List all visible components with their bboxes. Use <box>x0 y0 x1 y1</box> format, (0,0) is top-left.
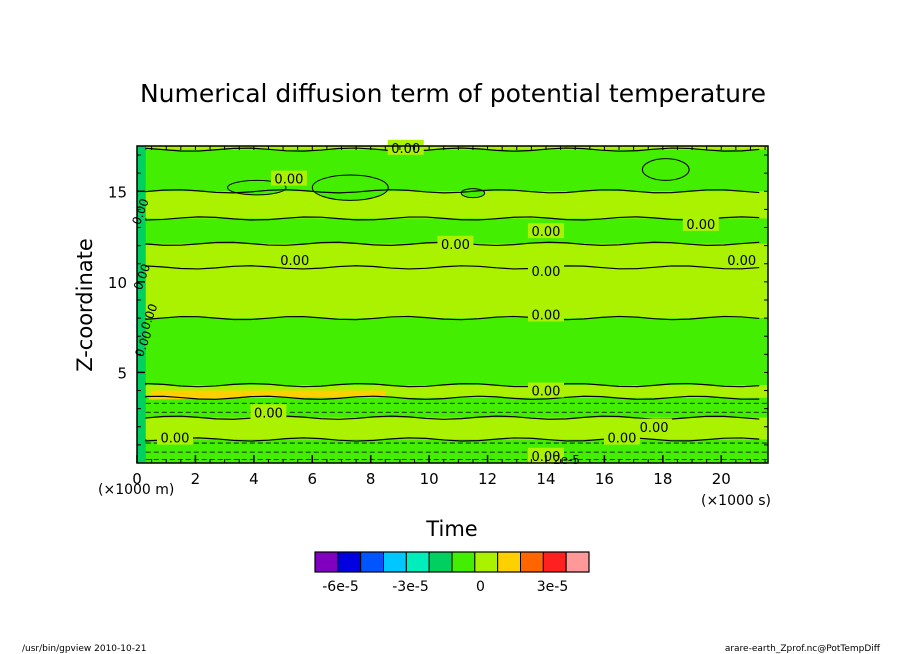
colorbar-swatch <box>542 551 567 573</box>
colorbar-swatch <box>383 551 407 573</box>
contour-label-bg <box>527 382 564 398</box>
contour-label: 0.00 <box>640 421 669 436</box>
chart-title: Numerical diffusion term of potential te… <box>140 79 766 108</box>
colorbar-swatch <box>314 551 339 573</box>
colorbar: -6e-5 -3e-5 0 3e-5 <box>314 551 590 595</box>
heatmap-band <box>137 267 768 319</box>
heatmap-blob <box>641 158 690 181</box>
footer-right-text: arare-earth_Zprof.nc@PotTempDiff <box>725 644 881 654</box>
x-tick-label: 0 <box>132 470 142 488</box>
contour-label-bg <box>527 223 564 239</box>
x-axis-label: Time <box>425 517 477 541</box>
heatmap-region-positive <box>148 390 386 400</box>
contour-label: 0.00 <box>254 406 283 421</box>
contour-label-bg <box>156 429 193 445</box>
contour-label: 0.00 <box>532 265 561 280</box>
colorbar-swatch <box>565 551 590 573</box>
contour-label-bg <box>723 252 760 268</box>
heatmap-blob <box>311 174 389 201</box>
y-tick-label: 5 <box>117 364 127 382</box>
contour-label-bg <box>250 404 287 420</box>
contour-label: 0.00 <box>391 142 420 157</box>
colorbar-swatch <box>360 551 384 573</box>
x-tick-label: 12 <box>478 470 497 488</box>
heatmap-blob <box>460 188 486 199</box>
contour-label-bg <box>603 429 640 445</box>
contour-label-bg <box>387 139 424 155</box>
contour-label: 0.00 <box>532 225 561 240</box>
heatmap-band <box>137 439 768 463</box>
colorbar-swatch <box>428 551 453 573</box>
contour-label: 0.00 <box>280 254 309 269</box>
colorbar-swatch <box>405 551 430 573</box>
contour-line <box>145 315 760 321</box>
x-tick-label: 14 <box>536 470 555 488</box>
x-unit-label: (×1000 s) <box>701 493 771 509</box>
heatmap-band <box>137 318 768 386</box>
y-axis-label: Z-coordinate <box>73 238 97 372</box>
contour-label-bg <box>437 235 474 251</box>
heatmap-band <box>137 191 768 219</box>
x-axis-ticks: 0 2 4 6 8 10 12 14 16 18 20 <box>132 455 731 488</box>
x-tick-label: 8 <box>366 470 376 488</box>
contour-label-bg <box>636 418 673 434</box>
contour-label: 0.00 <box>532 385 561 400</box>
contour-label: 0.00 <box>727 254 756 269</box>
y-axis-ticks: 5 10 15 <box>108 183 145 382</box>
contour-line <box>145 189 760 194</box>
contour-label: 0.00 <box>441 238 470 253</box>
x-tick-label: 2 <box>191 470 201 488</box>
contour-line <box>145 265 760 270</box>
contour-label: 0.00 <box>161 432 190 447</box>
colorbar-swatch <box>337 551 362 573</box>
x-tick-label: 6 <box>308 470 318 488</box>
colorbar-tick-label: -3e-5 <box>392 579 429 595</box>
contour-label: 0.00 <box>607 432 636 447</box>
x-tick-label: 4 <box>249 470 259 488</box>
colorbar-swatch <box>451 551 476 573</box>
colorbar-frame <box>314 551 590 573</box>
contour-line <box>145 437 760 442</box>
contour-label-bg <box>270 170 307 186</box>
heatmap-band <box>137 417 768 440</box>
colorbar-tick-label: 0 <box>476 579 485 595</box>
contour-label-bg <box>682 215 719 231</box>
contour-label-bg <box>527 262 564 278</box>
x-tick-label: 16 <box>595 470 614 488</box>
contour-label: 2e-5 <box>553 453 580 467</box>
heatmap-left-column <box>137 146 146 463</box>
contour-label: 0.00 <box>532 308 561 323</box>
y-tick-label: 15 <box>108 183 127 201</box>
x-tick-label: 10 <box>420 470 439 488</box>
contour-label: 0.00 <box>686 218 715 233</box>
plot-frame <box>136 145 769 464</box>
x-tick-label: 18 <box>653 470 672 488</box>
contour-label: 0.00 <box>274 173 303 188</box>
y-unit-label: (×1000 m) <box>98 482 174 498</box>
contour-label-bg <box>276 252 313 268</box>
contour-line <box>145 382 760 388</box>
plot-area: 0.00 0.00 0.00 0.00 0.00 0.00 0.00 0.00 0.00 0.00… <box>129 139 769 467</box>
y-tick-label: 10 <box>108 274 127 292</box>
contour-line <box>145 216 760 221</box>
colorbar-tick-label: -6e-5 <box>322 579 359 595</box>
x-tick-label: 20 <box>712 470 731 488</box>
contour-line <box>145 395 760 400</box>
footer-left-text: /usr/bin/gpview 2010-10-21 <box>22 644 146 654</box>
colorbar-swatch <box>520 551 544 573</box>
contour-label-bg <box>527 306 564 322</box>
colorbar-tick-label: 3e-5 <box>537 579 568 595</box>
colorbar-swatch <box>497 551 521 573</box>
colorbar-swatch <box>474 551 499 573</box>
heatmap-band <box>137 397 768 418</box>
